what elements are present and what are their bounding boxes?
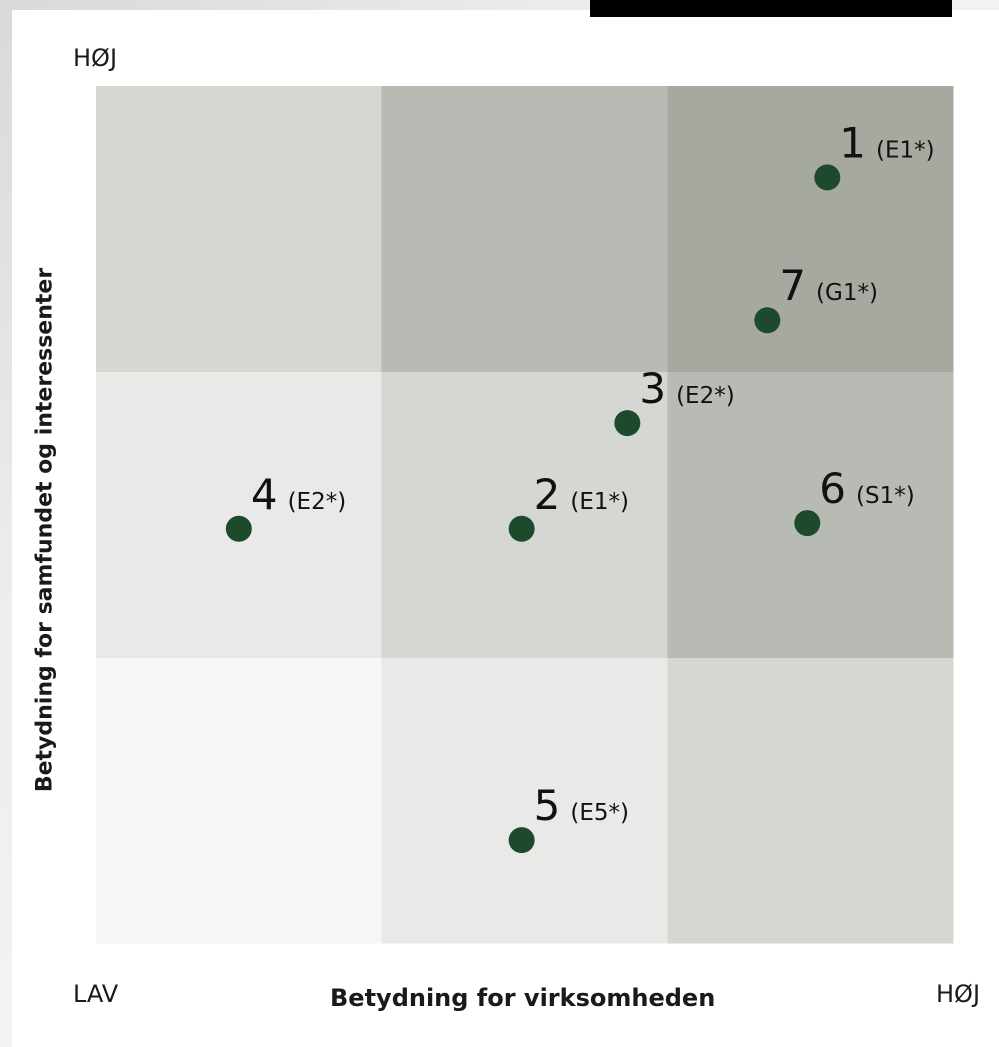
y-high-label: HØJ — [73, 44, 118, 72]
point-number-6: 6 — [819, 464, 846, 513]
point-number-3: 3 — [639, 364, 666, 413]
point-number-1: 1 — [839, 118, 866, 167]
point-label-6: 6 (S1*) — [819, 464, 914, 513]
matrix-cell-r0-c1 — [381, 657, 668, 944]
point-label-1: 1 (E1*) — [839, 118, 934, 167]
point-code-5: (E5*) — [570, 800, 629, 826]
point-number-4: 4 — [251, 470, 278, 519]
x-high-label: HØJ — [936, 980, 981, 1008]
point-code-7: (G1*) — [816, 280, 878, 306]
point-code-4: (E2*) — [288, 489, 347, 515]
point-number-2: 2 — [534, 470, 561, 519]
top-bar — [590, 0, 952, 17]
point-code-6: (S1*) — [856, 483, 915, 509]
matrix-cell-r2-c0 — [96, 86, 383, 373]
point-marker-7 — [754, 307, 781, 334]
matrix-cell-r2-c1 — [381, 86, 668, 373]
point-label-2: 2 (E1*) — [534, 470, 629, 519]
point-number-7: 7 — [779, 261, 806, 310]
point-code-2: (E1*) — [570, 489, 629, 515]
point-code-3: (E2*) — [676, 383, 735, 409]
point-number-5: 5 — [534, 781, 561, 830]
matrix-cell-r2-c2 — [667, 86, 954, 373]
point-marker-6 — [794, 510, 821, 537]
point-label-3: 3 (E2*) — [639, 364, 734, 413]
point-marker-1 — [814, 164, 841, 191]
data-point-1: 1 (E1*) — [814, 118, 935, 191]
data-point-4: 4 (E2*) — [225, 470, 346, 542]
x-low-label: LAV — [73, 980, 119, 1008]
point-label-5: 5 (E5*) — [534, 781, 629, 830]
data-point-3: 3 (E2*) — [614, 364, 735, 437]
matrix-cell-r0-c0 — [96, 657, 383, 944]
data-point-7: 7 (G1*) — [754, 261, 878, 334]
matrix-cell-r1-c0 — [96, 371, 383, 658]
y-axis-title: Betydning for samfundet og interessenter — [32, 267, 58, 793]
point-marker-5 — [508, 827, 535, 854]
point-label-7: 7 (G1*) — [779, 261, 878, 310]
x-axis-title: Betydning for virksomheden — [330, 984, 716, 1012]
data-point-6: 6 (S1*) — [794, 464, 915, 537]
data-point-2: 2 (E1*) — [508, 470, 629, 542]
point-label-4: 4 (E2*) — [251, 470, 346, 519]
point-marker-2 — [508, 515, 535, 542]
data-point-5: 5 (E5*) — [508, 781, 629, 854]
point-marker-4 — [225, 515, 252, 542]
point-code-1: (E1*) — [876, 137, 935, 163]
matrix-cell-r0-c2 — [667, 657, 954, 944]
point-marker-3 — [614, 410, 641, 437]
